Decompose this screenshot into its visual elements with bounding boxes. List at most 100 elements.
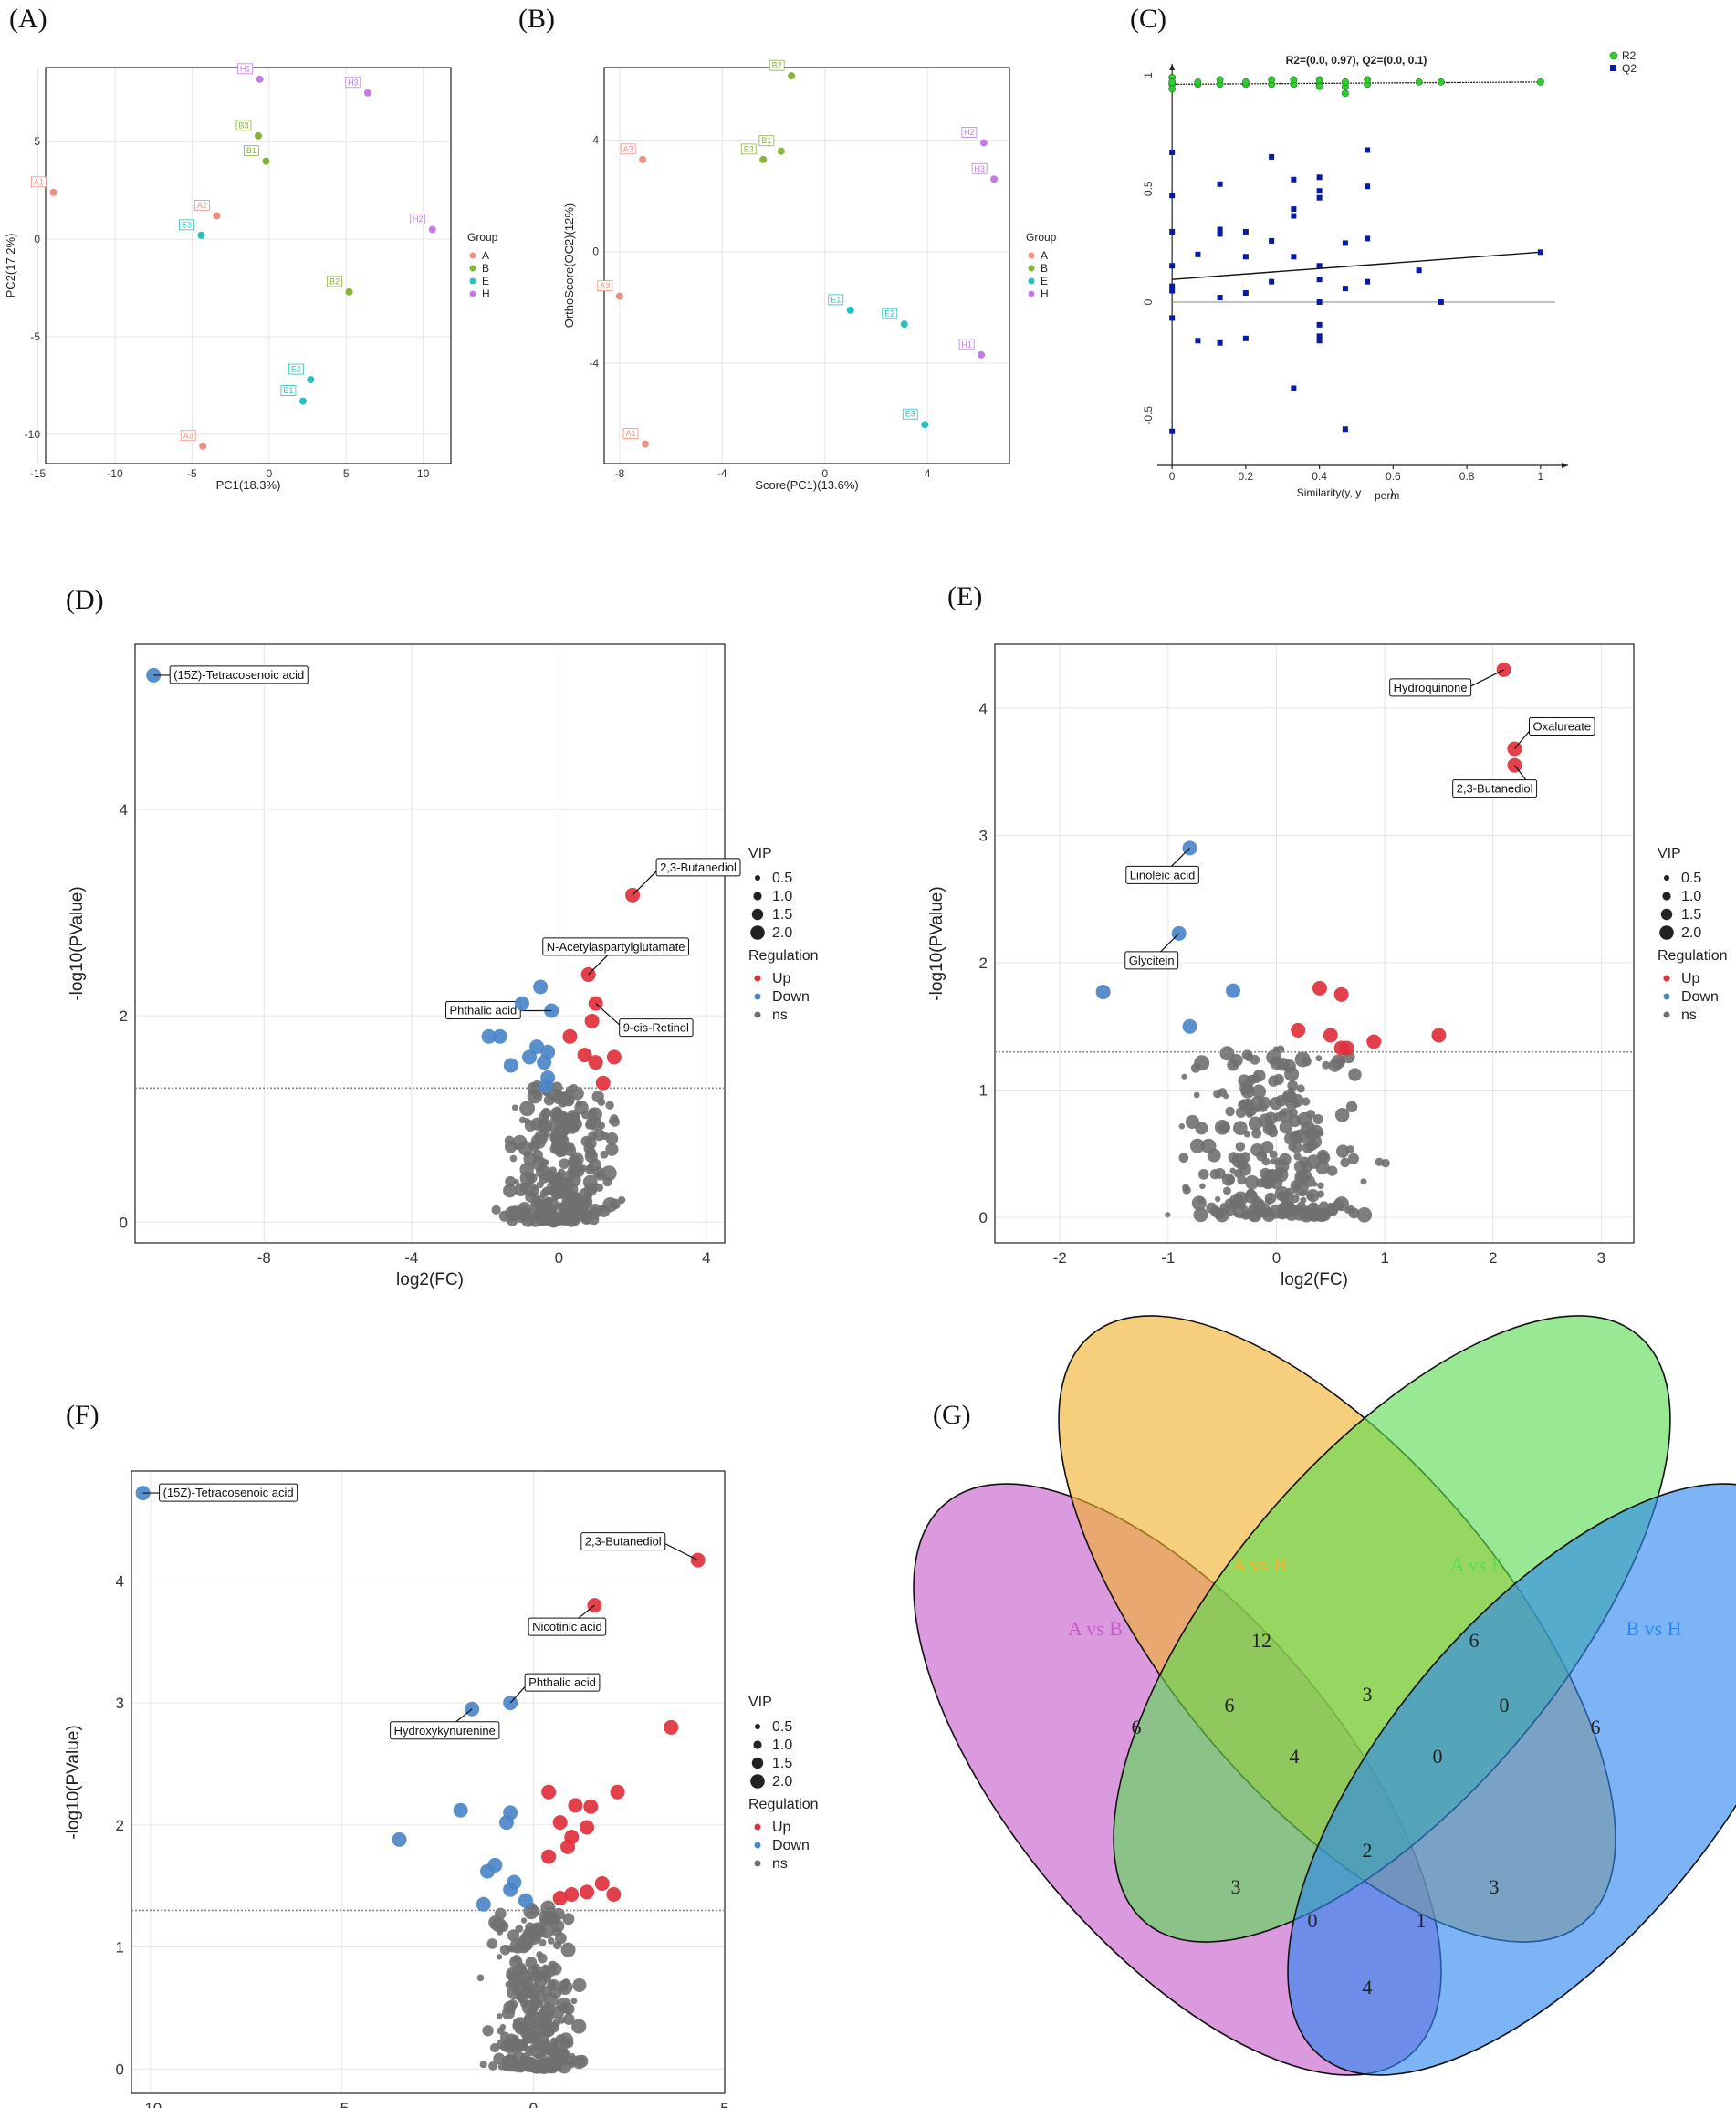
ns-point [576,1101,583,1108]
sample-label: H3 [974,164,985,173]
ns-point [1312,1181,1318,1187]
up-point [562,1028,578,1044]
ns-point [1264,1192,1277,1205]
legend-swatch [469,290,476,297]
y-tick-label: 2 [120,1007,128,1025]
legend-regulation-swatch [1663,993,1670,1000]
sample-label-box [971,162,988,174]
ns-point [1199,1183,1206,1190]
up-point [588,1055,603,1070]
venn-set-3 [1287,1483,1736,2076]
ns-point [504,2053,518,2067]
legend-regulation-item: Down [772,989,810,1005]
sample-point [256,75,264,83]
legend-regulation-swatch [754,1842,761,1849]
up-point [564,1887,580,1903]
y-tick-label: -0.5 [1142,406,1155,425]
sample-point [978,350,986,359]
venn-region-count: 4 [1290,1745,1300,1768]
ns-point [559,1982,569,1992]
venn-region-count: 4 [1363,1976,1373,1998]
sample-label-box [758,135,775,147]
ns-point [1293,1153,1302,1161]
q2-point [1416,267,1422,274]
ns-point [556,1139,566,1149]
callout-label: Hydroquinone [1394,681,1468,694]
down-point [533,979,549,995]
q2-point [1365,278,1371,285]
ns-point [504,1205,520,1222]
ns-point [549,1987,562,1999]
permutation-plot: R2=(0.0, 0.97), Q2=(0.0, 0.1) 0 0.2 0.4 0.6 0… [1142,49,1637,502]
chart-title: R2=(0.0, 0.97), Q2=(0.0, 0.1) [1286,54,1427,67]
ns-point [1251,1084,1267,1099]
ns-point [1345,1101,1358,1113]
ns-point [605,1101,614,1110]
ns-point [497,1929,504,1936]
y-axis-label: -log10(PValue) [927,886,946,1000]
sample-label: A1 [625,429,635,438]
y-tick-label: 1 [979,1082,988,1100]
legend-regulation-item: Up [772,971,791,986]
ns-point [505,1980,512,1988]
ns-point [1296,1084,1305,1093]
x-tick-label: -5 [187,467,197,480]
q2-point [1217,231,1223,237]
callout-leader [661,1541,698,1561]
y-tick-label: 2 [116,1817,124,1834]
callout-label: Phthalic acid [450,1004,518,1017]
sample-label: A1 [34,177,44,186]
ns-point [482,2025,494,2037]
ns-point [536,1951,543,1958]
legend-vip-item: 1.5 [772,907,792,923]
venn-region-count: 0 [1500,1694,1510,1717]
ns-point [520,1917,528,1924]
ns-point [1260,1152,1268,1159]
ns-point [476,1974,485,1982]
ns-point [562,1170,576,1184]
q2-point [1269,278,1275,285]
legend-vip-swatch [750,925,765,940]
ns-point [540,1108,551,1119]
x-tick-label: -10 [140,2100,162,2108]
legend-vip-item: 2.0 [772,925,792,941]
ns-point [1327,1165,1338,1176]
r2-point [1364,76,1372,84]
q2-point [1217,181,1223,187]
legend-regulation-swatch [754,993,761,1000]
sample-label: E3 [182,220,192,229]
venn-region-count: 6 [1225,1694,1235,1717]
q2-point [1242,290,1249,297]
down-point [518,1893,533,1908]
up-point [552,1891,568,1906]
ns-point [573,1202,585,1214]
sample-point [777,147,785,155]
sample-label-box [620,143,636,155]
ns-point [1284,1207,1299,1221]
ns-point [507,1929,520,1942]
panel-tag-b: (B) [518,4,555,34]
sample-label: A2 [197,201,207,210]
legend-swatch [469,252,476,259]
ns-point [551,1081,563,1093]
sample-point [345,287,353,296]
q2-point [1242,254,1249,260]
ns-point [1302,1097,1311,1106]
callout-label: Nicotinic acid [532,1620,602,1633]
ns-point [501,2007,516,2020]
sample-point [979,139,988,147]
ns-point [588,1158,601,1171]
up-point [595,1075,611,1091]
y-tick-label: -4 [589,357,599,370]
ns-point [1244,1052,1254,1062]
ns-point [523,2012,538,2027]
ns-point [617,1195,626,1205]
down-point [1095,985,1111,1000]
ns-point [1229,1054,1243,1067]
ns-point [1291,1194,1300,1204]
legend-regulation-item: ns [772,1007,788,1023]
ns-point [1226,1174,1236,1184]
callout-box [580,1532,666,1551]
sample-point [788,72,796,80]
